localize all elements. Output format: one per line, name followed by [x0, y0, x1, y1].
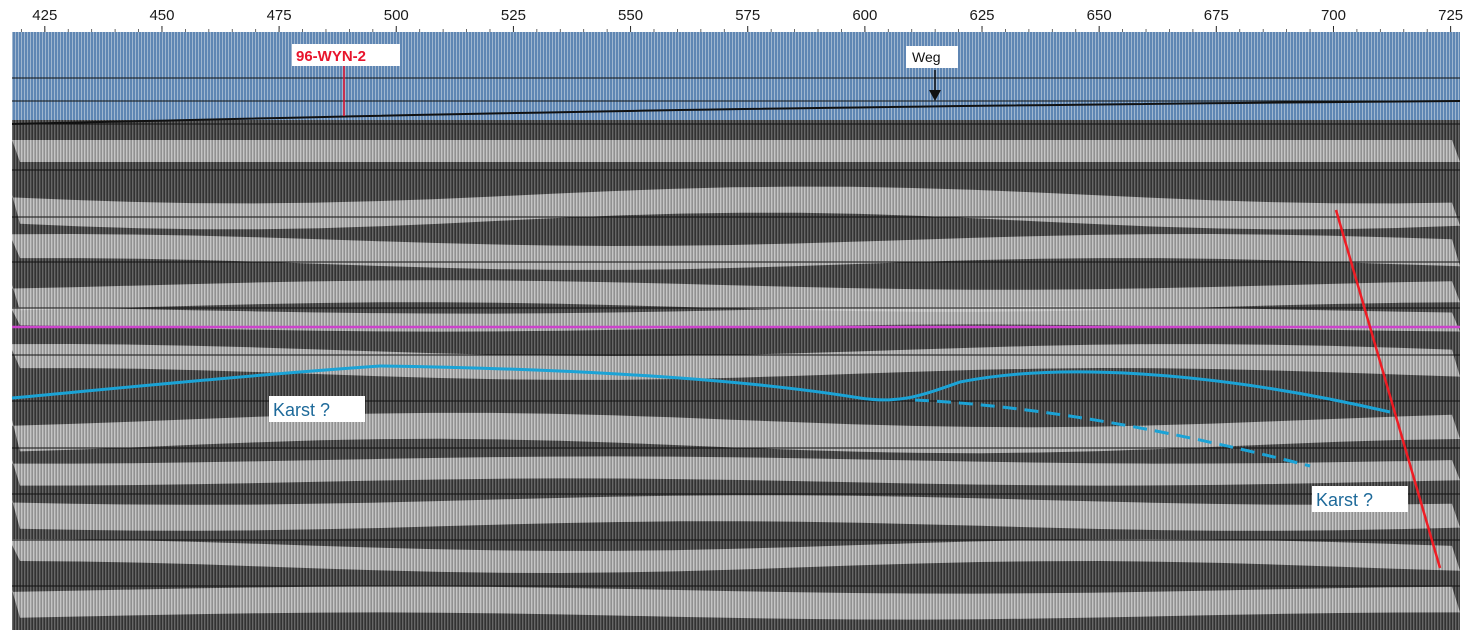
x-tick-label: 525 — [501, 7, 526, 24]
seabed-line — [11, 100, 1461, 125]
weg-label: Weg — [912, 49, 941, 65]
axis-strip — [0, 0, 1476, 30]
x-tick-label: 625 — [970, 7, 995, 24]
fault-line — [1334, 209, 1442, 569]
karst-left-label: Karst ? — [273, 400, 330, 420]
trace-texture — [12, 120, 1460, 630]
x-tick-label: 550 — [618, 7, 643, 24]
weg-label-box — [906, 46, 958, 68]
karst-right-label: Karst ? — [1316, 490, 1373, 510]
time-lines — [12, 77, 1460, 587]
x-tick-label: 600 — [852, 7, 877, 24]
cyan-horizon — [11, 364, 1391, 414]
x-tick-label: 500 — [384, 7, 409, 24]
x-tick-label: 675 — [1204, 7, 1229, 24]
well-label-box — [292, 44, 400, 66]
karst-right-box — [1312, 486, 1408, 512]
x-tick-label: 650 — [1087, 7, 1112, 24]
cyan-horizon-dashed — [914, 398, 1311, 468]
x-tick-label: 725 — [1438, 7, 1463, 24]
x-tick-label: 475 — [267, 7, 292, 24]
x-tick-label: 425 — [32, 7, 57, 24]
x-tick-label: 700 — [1321, 7, 1346, 24]
weg-arrow-icon — [929, 90, 941, 101]
well-label: 96-WYN-2 — [296, 48, 366, 65]
karst-left-box — [269, 396, 365, 422]
x-tick-label: 575 — [735, 7, 760, 24]
x-tick-label: 450 — [149, 7, 174, 24]
